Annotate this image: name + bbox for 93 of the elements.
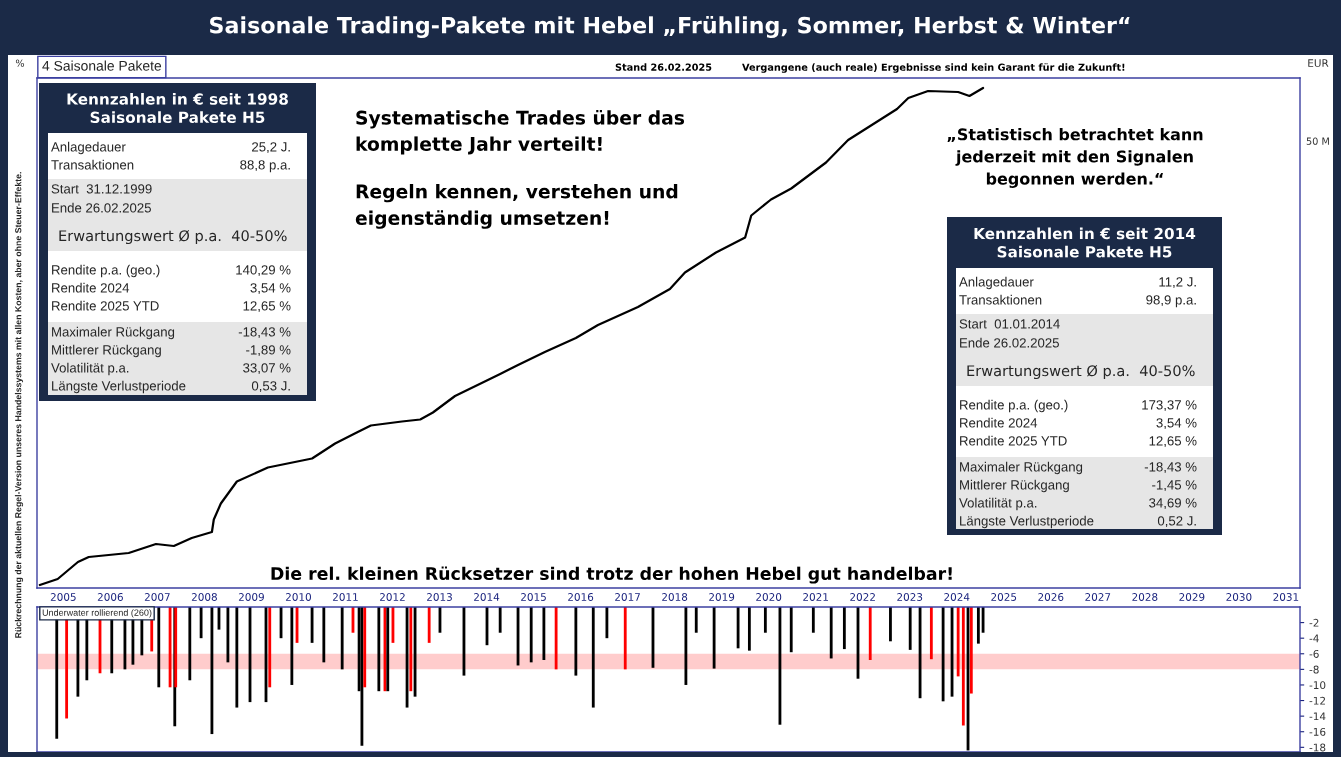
x-tick-label: 2022 (850, 593, 875, 601)
annotation: 140,29 % (236, 265, 291, 277)
x-tick-label: 2008 (191, 593, 217, 601)
text: EUR (1308, 59, 1329, 68)
annotation: 3,54 % (250, 283, 291, 295)
annotation: Systematische Trades über das komplette Jahr verteilt! (356, 110, 685, 155)
annotation: Start 01.01.2014 (959, 319, 1060, 329)
annotation: „Statistisch betrachtet kann jederzeit mit den Signalen begonnen werden.“ (947, 128, 1203, 188)
x-tick-label: 2014 (474, 593, 500, 601)
x-tick-label: 2017 (615, 593, 640, 601)
annotation: -18,43 % (1144, 462, 1197, 474)
annotation: Volatilität p.a. (51, 362, 129, 376)
annotation: 173,37 % (1142, 400, 1197, 412)
annotation: Mittlerer Rückgang (52, 344, 161, 358)
x-tick-label: 2018 (662, 593, 688, 601)
x-tick-label: 2006 (97, 593, 123, 601)
chart-subtitle: 4 Saisonale Pakete (42, 60, 162, 71)
x-tick-label: 2024 (944, 593, 970, 601)
annotation: Rendite p.a. (geo.) (960, 399, 1068, 413)
y-tick-label: -8 (1309, 665, 1319, 674)
annotation: Rendite 2025 YTD (52, 300, 159, 311)
x-tick-label: 2019 (709, 593, 735, 601)
annotation: -1,89 % (246, 345, 291, 357)
y-tick-label: -14 (1309, 712, 1326, 721)
annotation: Underwater rollierend (260) (42, 609, 152, 618)
annotation: Kennzahlen in € seit 2014 Saisonale Pakete H5 (974, 227, 1196, 258)
x-tick-label: 2015 (521, 593, 546, 601)
annotation: 11,2 J. (1159, 277, 1196, 289)
annotation: Transaktionen (959, 294, 1042, 305)
annotation: Rendite 2025 YTD (960, 435, 1067, 446)
annotation: Volatilität p.a. (959, 497, 1037, 511)
annotation: Rendite p.a. (geo.) (52, 264, 160, 278)
chart-title: Saisonale Trading-Pakete mit Hebel „Frühling, Sommer, Herbst & Winter“ (210, 16, 1130, 38)
annotation: Anlagedauer (959, 276, 1034, 290)
x-tick-label: 2029 (1179, 593, 1205, 601)
annotation: 34,69 % (1149, 498, 1197, 510)
annotation: Erwartungswert Ø p.a. 40-50% (967, 364, 1195, 380)
annotation: -1,45 % (1152, 480, 1197, 492)
x-tick-label: 2025 (991, 593, 1017, 601)
x-tick-label: 2009 (238, 593, 264, 601)
annotation: Rendite 2024 (52, 282, 130, 293)
annotation: Erwartungswert Ø p.a. 40-50% (59, 229, 287, 245)
annotation: 3,54 % (1156, 418, 1197, 430)
x-tick-label: 2031 (1273, 593, 1299, 601)
annotation: 12,65 % (243, 301, 291, 313)
annotation: Transaktionen (51, 159, 134, 170)
annotation: Maximaler Rückgang (52, 326, 175, 340)
x-tick-label: 2023 (897, 593, 923, 601)
y-tick-label: -4 (1309, 634, 1319, 643)
y-tick-label: -12 (1309, 696, 1325, 705)
y-axis-title: Rückrechnung der aktuellen Regel-Version unseres Handelssystems mit allen Kosten, aber ohne Steuer-Effekte. (14, 172, 24, 638)
annotation: Ende 26.02.2025 (960, 337, 1059, 348)
x-tick-label: 2011 (332, 593, 358, 601)
x-tick-label: 2028 (1132, 593, 1158, 601)
annotation: Mittlerer Rückgang (960, 479, 1069, 493)
text: % (15, 59, 25, 67)
text: Vergangene (auch reale) Ergebnisse sind kein Garant für die Zukunft! (742, 63, 1125, 73)
y-tick-label: -2 (1309, 618, 1319, 627)
y-tick-label: -10 (1309, 681, 1326, 690)
annotation: Maximaler Rückgang (960, 461, 1083, 475)
x-tick-label: 2013 (427, 593, 452, 601)
annotation: Start 31.12.1999 (51, 184, 152, 194)
annotation: 12,65 % (1149, 436, 1197, 448)
annotation: Kennzahlen in € seit 1998 Saisonale Pakete H5 (67, 92, 288, 124)
annotation: -18,43 % (238, 327, 291, 339)
x-tick-label: 2020 (756, 593, 782, 601)
text: 50 M (1306, 137, 1329, 145)
y-tick-label: -6 (1309, 650, 1319, 658)
annotation: 0,53 J. (251, 381, 290, 393)
annotation: Längste Verlustperiode (960, 515, 1094, 529)
annotation: 0,52 J. (1157, 516, 1196, 528)
x-tick-label: 2016 (568, 593, 594, 601)
x-tick-label: 2007 (144, 593, 170, 601)
x-tick-label: 2030 (1226, 593, 1252, 601)
annotation: Die rel. kleinen Rücksetzer sind trotz der hohen Hebel gut handelbar! (271, 566, 952, 584)
x-tick-label: 2010 (285, 593, 311, 601)
annotation: 33,07 % (243, 363, 291, 375)
annotation: Rendite 2024 (960, 417, 1038, 428)
x-tick-label: 2027 (1085, 593, 1111, 601)
annotation: 98,9 p.a. (1146, 295, 1196, 308)
annotation: Regeln kennen, verstehen und eigenständig umsetzen! (355, 184, 678, 229)
x-tick-label: 2012 (379, 593, 405, 601)
annotation: Ende 26.02.2025 (52, 202, 151, 213)
annotation: Längste Verlustperiode (52, 380, 186, 394)
x-tick-label: 2026 (1038, 593, 1064, 601)
y-tick-label: -16 (1309, 727, 1326, 736)
y-tick-label: -18 (1309, 743, 1326, 752)
annotation: 25,2 J. (252, 142, 290, 154)
annotation: Anlagedauer (51, 141, 126, 155)
x-tick-label: 2005 (50, 593, 76, 601)
x-tick-label: 2021 (803, 593, 828, 601)
annotation: 88,8 p.a. (240, 160, 290, 173)
text: Stand 26.02.2025 (615, 63, 712, 71)
